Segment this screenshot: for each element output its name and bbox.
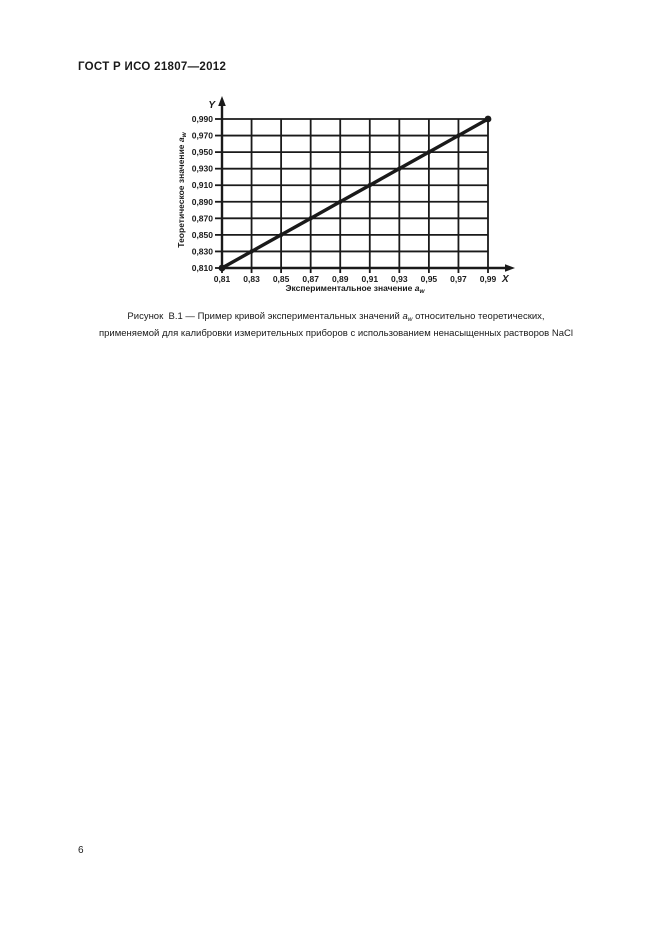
x-axis-letter: X xyxy=(501,274,510,285)
x-tick-label: 0,89 xyxy=(332,274,349,284)
figure-caption-line2: применяемой для калибровки измерительных… xyxy=(99,328,573,339)
figure-caption-symbol: a xyxy=(402,311,408,322)
figure-b1-chart: 0,990 0,970 0,950 0,930 0,910 0,890 0,870 0,850… xyxy=(170,95,520,290)
data-point xyxy=(426,149,432,155)
x-tick-label: 0,93 xyxy=(391,274,408,284)
x-tick-label: 0,91 xyxy=(362,274,379,284)
data-point xyxy=(308,216,313,221)
data-point xyxy=(397,166,402,171)
chart-series xyxy=(218,115,492,272)
x-tick-label: 0,83 xyxy=(243,274,260,284)
page-number: 6 xyxy=(78,845,84,856)
document-header: ГОСТ Р ИСО 21807—2012 xyxy=(78,61,227,73)
figure-caption-line1: Рисунок В.1 — Пример кривой эксперимента… xyxy=(127,311,403,322)
y-tick-label: 0,890 xyxy=(192,197,214,207)
x-axis-title-subscript: w xyxy=(419,288,425,295)
data-point xyxy=(338,199,343,204)
data-point xyxy=(484,115,492,123)
y-tick-label: 0,930 xyxy=(192,164,214,174)
y-axis-arrow-icon xyxy=(218,96,226,106)
data-point xyxy=(367,183,372,188)
x-tick-label: 0,95 xyxy=(421,274,438,284)
x-axis-arrow-icon xyxy=(505,264,515,272)
calibration-chart-svg: 0,9900,9700,9500,9300,9100,8900,8700,850… xyxy=(192,96,515,285)
data-point xyxy=(249,249,254,254)
x-tick-label: 0,81 xyxy=(214,274,231,284)
figure-caption: Рисунок В.1 — Пример кривой эксперимента… xyxy=(60,310,612,341)
x-axis-title-symbol: a xyxy=(414,283,420,293)
figure-caption-subscript: w xyxy=(407,316,413,323)
data-point xyxy=(456,133,461,138)
x-tick-label: 0,87 xyxy=(302,274,319,284)
chart-axes: Y X xyxy=(208,96,515,285)
y-tick-label: 0,870 xyxy=(192,213,214,223)
calibration-line xyxy=(220,117,490,270)
x-axis-title: Экспериментальное значение aw xyxy=(222,283,488,295)
y-tick-label: 0,990 xyxy=(192,114,214,124)
y-tick-label: 0,950 xyxy=(192,147,214,157)
x-axis-title-text: Экспериментальное значение xyxy=(285,283,415,293)
y-axis-title: Теоретическое значение aw xyxy=(176,132,188,247)
y-axis-letter: Y xyxy=(208,100,216,111)
data-point xyxy=(278,232,284,238)
y-tick-label: 0,850 xyxy=(192,230,214,240)
x-tick-label: 0,99 xyxy=(480,274,497,284)
x-tick-label: 0,85 xyxy=(273,274,290,284)
y-tick-label: 0,810 xyxy=(192,263,214,273)
y-axis-title-text: Теоретическое значение xyxy=(176,142,186,248)
x-tick-label: 0,97 xyxy=(450,274,467,284)
figure-caption-line1-end: относительно теоретических, xyxy=(412,311,545,322)
y-axis-title-subscript: w xyxy=(181,132,188,138)
y-tick-label: 0,830 xyxy=(192,246,214,256)
y-axis-title-symbol: a xyxy=(176,137,186,143)
y-tick-label: 0,970 xyxy=(192,131,214,141)
y-tick-label: 0,910 xyxy=(192,180,214,190)
data-point xyxy=(218,264,226,272)
